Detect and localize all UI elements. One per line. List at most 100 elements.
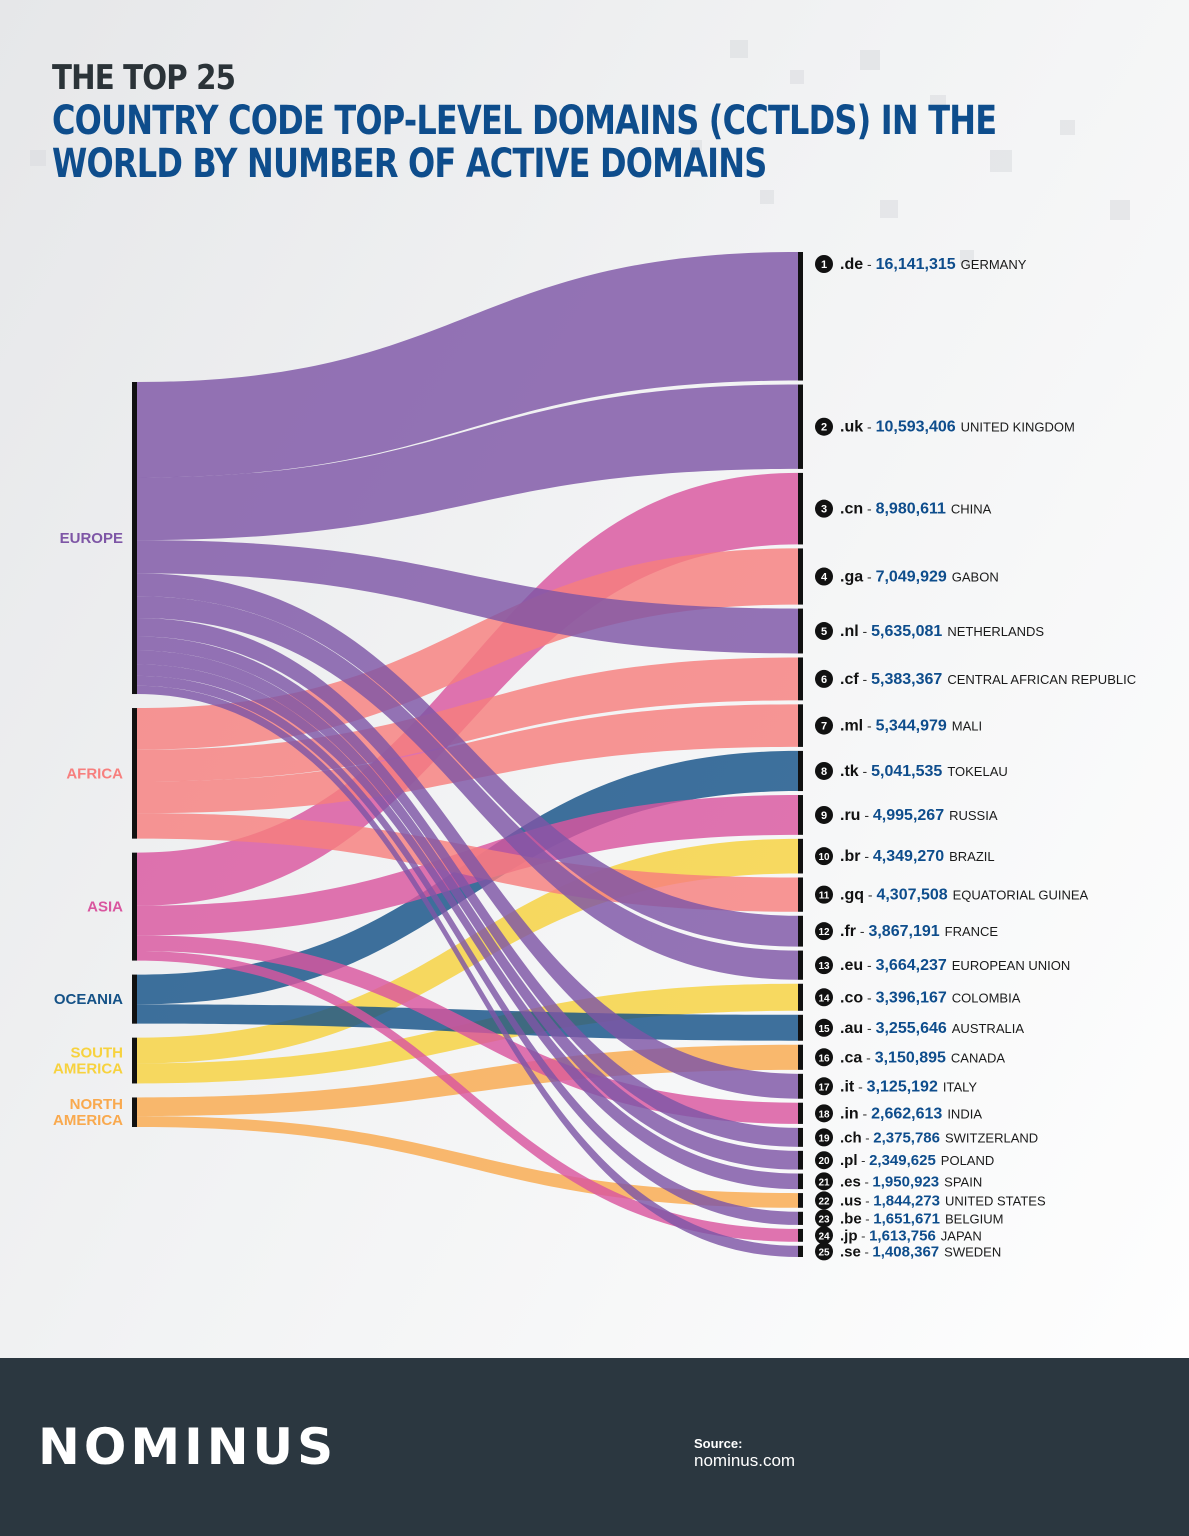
region-label-south_america: SOUTH AMERICA: [53, 1045, 123, 1078]
target-label-eu: 13 .eu - 3,664,237 EUROPEAN UNION: [815, 956, 1070, 975]
rank-badge: [815, 1018, 833, 1037]
target-label-it: 17 .it - 3,125,192 ITALY: [815, 1077, 977, 1096]
domain-count: 10,593,406: [876, 419, 956, 436]
rank-badge: [815, 761, 833, 780]
domain-count: 3,125,192: [867, 1078, 938, 1095]
target-label-es: 21 .es - 1,950,923 SPAIN: [815, 1172, 982, 1191]
domain-count: 2,662,613: [871, 1105, 942, 1122]
region-label-north_america: NORTH AMERICA: [53, 1096, 123, 1129]
target-bar-se: [798, 1245, 803, 1257]
decor-square: [930, 95, 946, 111]
rank-badge: [815, 417, 833, 436]
target-bar-cf: [798, 657, 803, 701]
domain-count: 2,349,625: [869, 1152, 936, 1169]
domain-count: 3,867,191: [868, 923, 939, 940]
target-label-be: 23 .be - 1,651,671 BELGIUM: [815, 1209, 1004, 1228]
target-text: .ca - 3,150,895 CANADA: [840, 1049, 1005, 1066]
rank-number: 20: [818, 1156, 830, 1167]
rank-badge: [815, 805, 833, 824]
rank-badge: [815, 988, 833, 1007]
rank-number: 24: [818, 1231, 830, 1242]
target-text: .ml - 5,344,979 MALI: [840, 718, 982, 735]
domain-count: 16,141,315: [876, 256, 956, 273]
tld: .br: [840, 848, 860, 865]
target-text: .cf - 5,383,367 CENTRAL AFRICAN REPUBLIC: [840, 671, 1136, 688]
target-bar-nl: [798, 608, 803, 654]
country: RUSSIA: [949, 808, 998, 823]
domain-count: 5,041,535: [871, 763, 942, 780]
target-label-de: 1 .de - 16,141,315 GERMANY: [815, 255, 1027, 273]
target-bar-co: [798, 983, 803, 1011]
rank-number: 10: [818, 852, 830, 863]
separator: -: [859, 763, 871, 779]
domain-count: 4,995,267: [873, 807, 944, 824]
flow-layer: [137, 252, 798, 1257]
separator: -: [863, 1020, 875, 1036]
nominus-logo: NOMINUS: [38, 1418, 338, 1476]
target-bar-jp: [798, 1228, 803, 1242]
domain-count: 3,396,167: [876, 989, 947, 1006]
target-label-tk: 8 .tk - 5,041,535 TOKELAU: [815, 761, 1008, 780]
target-text: .eu - 3,664,237 EUROPEAN UNION: [840, 957, 1070, 974]
separator: -: [854, 1078, 866, 1094]
separator: -: [856, 923, 868, 939]
target-text: .de - 16,141,315 GERMANY: [840, 256, 1027, 273]
country: MALI: [952, 719, 982, 734]
country: EQUATORIAL GUINEA: [953, 888, 1089, 903]
decor-square: [880, 200, 898, 218]
country: FRANCE: [945, 924, 999, 939]
decor-square: [790, 70, 804, 84]
domain-count: 1,651,671: [873, 1210, 940, 1227]
tld: .be: [840, 1210, 862, 1227]
target-label-ca: 16 .ca - 3,150,895 CANADA: [815, 1048, 1005, 1067]
domain-count: 7,049,929: [876, 569, 947, 586]
country: GABON: [952, 570, 999, 585]
target-text: .us - 1,844,273 UNITED STATES: [840, 1192, 1046, 1209]
target-label-gq: 11 .gq - 4,307,508 EQUATORIAL GUINEA: [815, 885, 1089, 904]
flow-be: [137, 675, 798, 1225]
rank-number: 3: [821, 504, 827, 516]
rank-number: 6: [821, 674, 827, 686]
country: JAPAN: [941, 1228, 982, 1243]
separator: -: [862, 1211, 874, 1226]
country: UNITED KINGDOM: [961, 420, 1075, 435]
rank-badge: [815, 1209, 833, 1228]
rank-number: 2: [821, 422, 827, 434]
rank-badge: [815, 1226, 833, 1245]
tld: .jp: [840, 1227, 858, 1244]
tld: .co: [840, 989, 863, 1006]
domain-count: 5,635,081: [871, 623, 942, 640]
rank-badge: [815, 567, 833, 586]
country: NETHERLANDS: [947, 624, 1044, 639]
separator: -: [863, 718, 875, 734]
decor-square: [1110, 200, 1130, 220]
rank-badge: [815, 1242, 833, 1261]
rank-number: 18: [818, 1109, 830, 1120]
domain-count: 4,307,508: [876, 887, 947, 904]
target-text: .cn - 8,980,611 CHINA: [840, 501, 992, 518]
source-value: nominus.com: [694, 1451, 796, 1470]
label-layer: EUROPE AFRICA ASIA OCEANIA SOUTH AMERICA NORTH…: [53, 255, 1136, 1261]
rank-badge: [815, 716, 833, 735]
rank-badge: [815, 1151, 833, 1170]
decor-square: [30, 150, 46, 166]
domain-count: 2,375,786: [873, 1129, 940, 1146]
tld: .uk: [840, 419, 863, 436]
target-bar-cn: [798, 472, 803, 545]
flow-de: [137, 252, 798, 478]
tld: .au: [840, 1020, 863, 1037]
tld: .nl: [840, 623, 859, 640]
decor-square: [1060, 120, 1075, 135]
country: INDIA: [947, 1106, 982, 1121]
domain-count: 1,613,756: [869, 1227, 936, 1244]
target-bar-us: [798, 1193, 803, 1208]
rank-number: 4: [821, 572, 828, 584]
country: COLOMBIA: [952, 990, 1021, 1005]
target-bar-in: [798, 1102, 803, 1124]
country: CENTRAL AFRICAN REPUBLIC: [947, 672, 1136, 687]
region-bar-south_america: [132, 1037, 137, 1084]
region-bar-oceania: [132, 974, 137, 1024]
target-bar-es: [798, 1173, 803, 1190]
rank-number: 9: [821, 810, 827, 822]
country: TOKELAU: [947, 764, 1007, 779]
